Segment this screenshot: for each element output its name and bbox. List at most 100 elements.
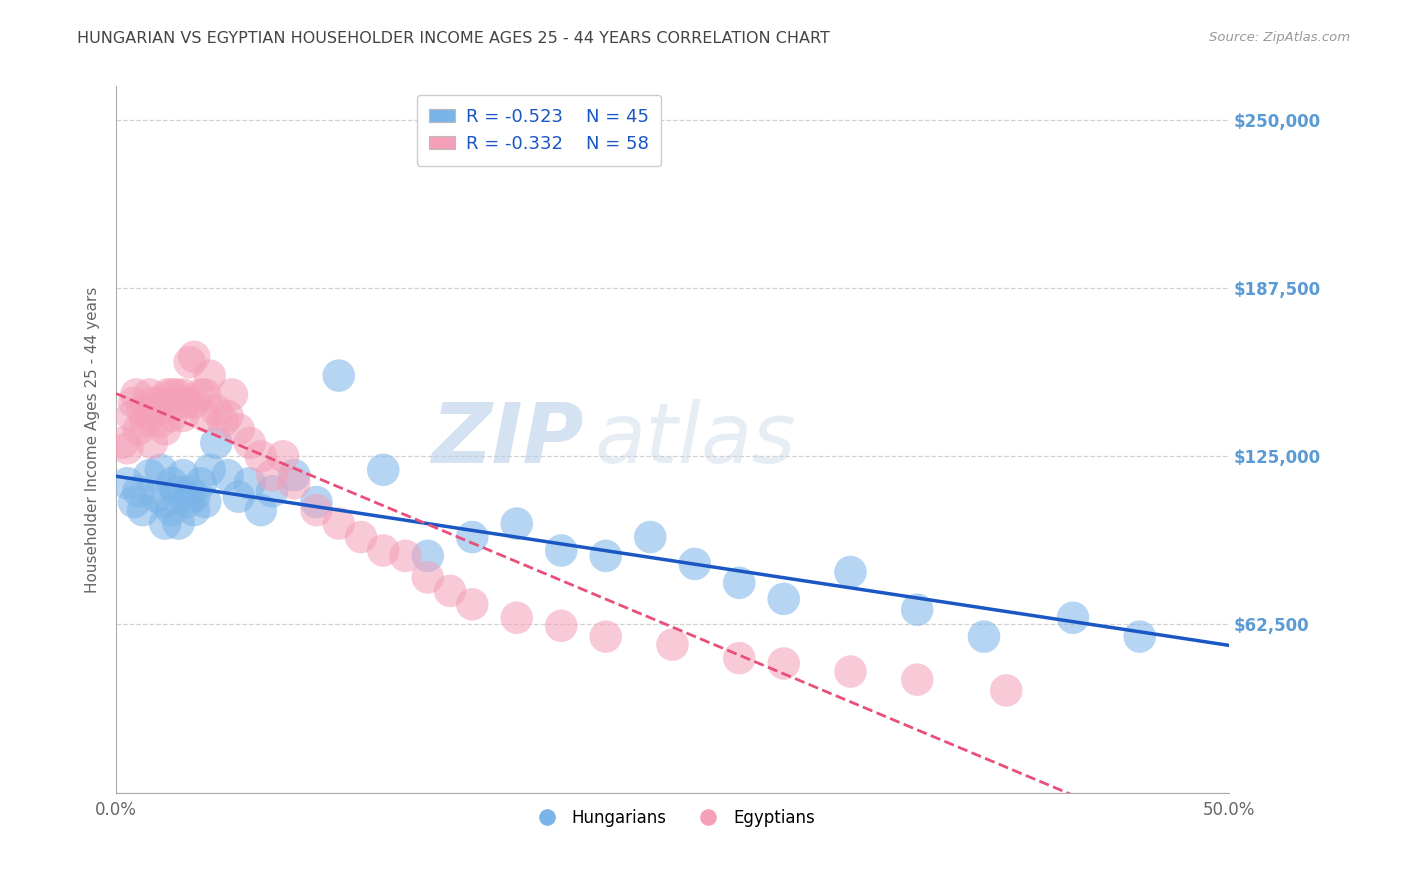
Point bbox=[122, 395, 145, 409]
Point bbox=[176, 395, 198, 409]
Point bbox=[183, 350, 205, 364]
Point bbox=[111, 435, 134, 450]
Point bbox=[117, 476, 139, 491]
Point bbox=[165, 484, 187, 499]
Point bbox=[221, 387, 243, 401]
Point bbox=[260, 484, 283, 499]
Point bbox=[183, 503, 205, 517]
Point bbox=[373, 463, 395, 477]
Point bbox=[149, 414, 172, 428]
Point bbox=[160, 503, 183, 517]
Point bbox=[595, 630, 617, 644]
Point bbox=[156, 387, 179, 401]
Point bbox=[145, 403, 167, 417]
Point bbox=[328, 516, 350, 531]
Point bbox=[683, 557, 706, 571]
Text: Source: ZipAtlas.com: Source: ZipAtlas.com bbox=[1209, 31, 1350, 45]
Point bbox=[328, 368, 350, 383]
Point bbox=[132, 403, 155, 417]
Point bbox=[198, 368, 221, 383]
Point bbox=[190, 476, 212, 491]
Point bbox=[638, 530, 661, 544]
Point bbox=[179, 484, 201, 499]
Point bbox=[205, 435, 228, 450]
Point bbox=[260, 468, 283, 483]
Point bbox=[373, 543, 395, 558]
Point bbox=[194, 495, 217, 509]
Point bbox=[190, 387, 212, 401]
Point bbox=[198, 463, 221, 477]
Point bbox=[839, 565, 862, 579]
Point bbox=[728, 651, 751, 665]
Point bbox=[217, 468, 239, 483]
Point bbox=[155, 516, 177, 531]
Point bbox=[128, 484, 150, 499]
Point bbox=[772, 657, 794, 671]
Point bbox=[155, 495, 177, 509]
Point bbox=[132, 503, 155, 517]
Point bbox=[179, 355, 201, 369]
Point bbox=[283, 468, 305, 483]
Point bbox=[141, 435, 163, 450]
Point bbox=[121, 409, 143, 423]
Point bbox=[461, 597, 484, 611]
Point bbox=[183, 395, 205, 409]
Point bbox=[905, 673, 928, 687]
Point bbox=[138, 387, 160, 401]
Point bbox=[194, 409, 217, 423]
Point bbox=[995, 683, 1018, 698]
Point bbox=[125, 387, 148, 401]
Point bbox=[117, 442, 139, 456]
Point bbox=[122, 495, 145, 509]
Point bbox=[128, 422, 150, 436]
Text: atlas: atlas bbox=[595, 399, 796, 480]
Point bbox=[212, 414, 235, 428]
Point bbox=[155, 422, 177, 436]
Point bbox=[550, 619, 572, 633]
Point bbox=[172, 387, 194, 401]
Text: ZIP: ZIP bbox=[430, 399, 583, 480]
Point bbox=[905, 603, 928, 617]
Point bbox=[350, 530, 373, 544]
Point bbox=[595, 549, 617, 563]
Point bbox=[250, 450, 273, 464]
Point bbox=[183, 490, 205, 504]
Point bbox=[167, 516, 190, 531]
Point bbox=[205, 403, 228, 417]
Point bbox=[228, 490, 250, 504]
Point bbox=[194, 387, 217, 401]
Point bbox=[728, 575, 751, 590]
Point bbox=[165, 387, 187, 401]
Point bbox=[506, 611, 529, 625]
Point bbox=[160, 409, 183, 423]
Point bbox=[250, 503, 273, 517]
Point bbox=[305, 495, 328, 509]
Point bbox=[228, 422, 250, 436]
Y-axis label: Householder Income Ages 25 - 44 years: Householder Income Ages 25 - 44 years bbox=[86, 286, 100, 592]
Point bbox=[172, 468, 194, 483]
Point bbox=[145, 490, 167, 504]
Point bbox=[176, 495, 198, 509]
Point bbox=[661, 638, 683, 652]
Point bbox=[239, 476, 262, 491]
Point bbox=[1062, 611, 1084, 625]
Point bbox=[172, 409, 194, 423]
Point bbox=[271, 450, 294, 464]
Point bbox=[167, 395, 190, 409]
Point bbox=[1129, 630, 1152, 644]
Point bbox=[394, 549, 416, 563]
Text: HUNGARIAN VS EGYPTIAN HOUSEHOLDER INCOME AGES 25 - 44 YEARS CORRELATION CHART: HUNGARIAN VS EGYPTIAN HOUSEHOLDER INCOME… bbox=[77, 31, 830, 46]
Point bbox=[138, 409, 160, 423]
Point bbox=[305, 503, 328, 517]
Point bbox=[160, 476, 183, 491]
Point bbox=[160, 387, 183, 401]
Point bbox=[149, 463, 172, 477]
Point bbox=[149, 395, 172, 409]
Legend: Hungarians, Egyptians: Hungarians, Egyptians bbox=[523, 803, 821, 834]
Point bbox=[283, 476, 305, 491]
Point bbox=[416, 570, 439, 584]
Point bbox=[772, 591, 794, 606]
Point bbox=[550, 543, 572, 558]
Point bbox=[217, 409, 239, 423]
Point bbox=[239, 435, 262, 450]
